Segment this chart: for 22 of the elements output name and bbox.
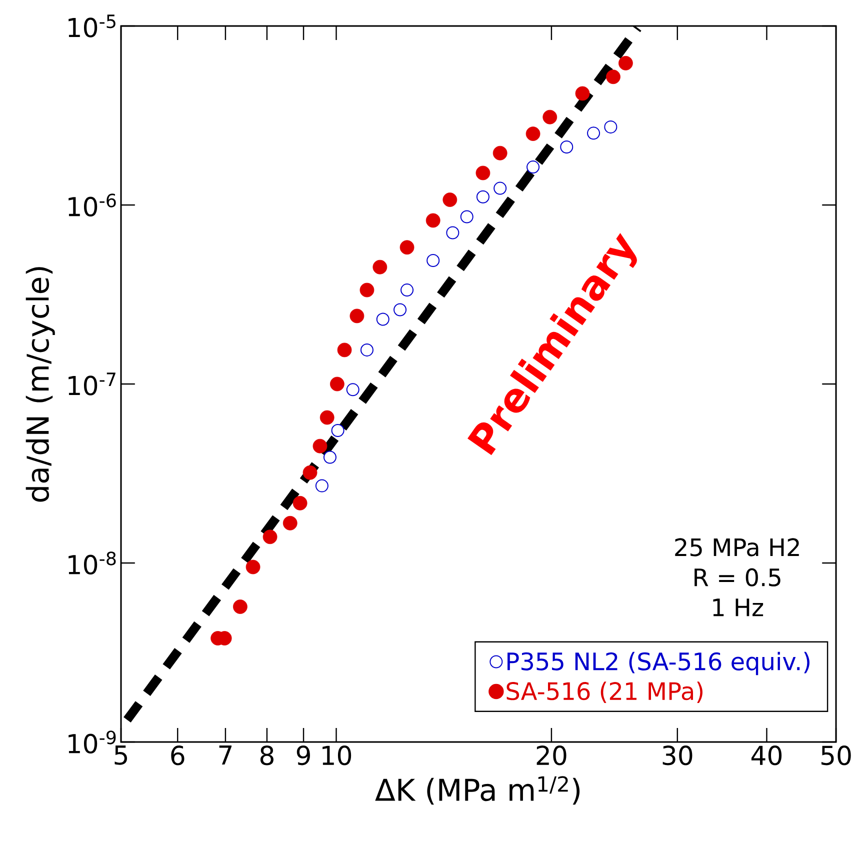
y-tick-label: 10$^{-5}$ xyxy=(68,14,116,38)
annotation: R = 0.5 xyxy=(694,568,780,586)
annotation: 25 MPa H2 xyxy=(675,538,799,556)
x-tick-label: 8 xyxy=(260,746,274,766)
x-tick-label: 30 xyxy=(662,746,692,766)
y-tick-label: 10$^{-9}$ xyxy=(68,730,116,754)
y-tick-label: 10$^{-7}$ xyxy=(68,372,116,396)
x-tick-label: 10 xyxy=(322,746,352,766)
y-tick-label: 10$^{-8}$ xyxy=(68,552,116,574)
x-tick-label: 5 xyxy=(114,746,128,765)
x-axis-title: ΔK (MPa m$^{1/2}$) xyxy=(375,776,580,805)
annotation: 1 Hz xyxy=(713,598,764,616)
x-tick-label: 6 xyxy=(171,746,184,766)
x-tick-label: 20 xyxy=(536,746,566,766)
legend-label: SA-516 (21 MPa) xyxy=(506,682,702,704)
x-tick-label: 40 xyxy=(751,746,782,766)
y-axis-title: da/dN (m/cycle) xyxy=(26,267,55,502)
x-tick-label: 7 xyxy=(219,746,232,765)
x-tick-label: 50 xyxy=(821,746,851,766)
legend-label: P355 NL2 (SA-516 equiv.) xyxy=(508,652,810,676)
y-tick-label: 10$^{-6}$ xyxy=(68,194,116,216)
x-tick-label: 9 xyxy=(296,746,310,766)
